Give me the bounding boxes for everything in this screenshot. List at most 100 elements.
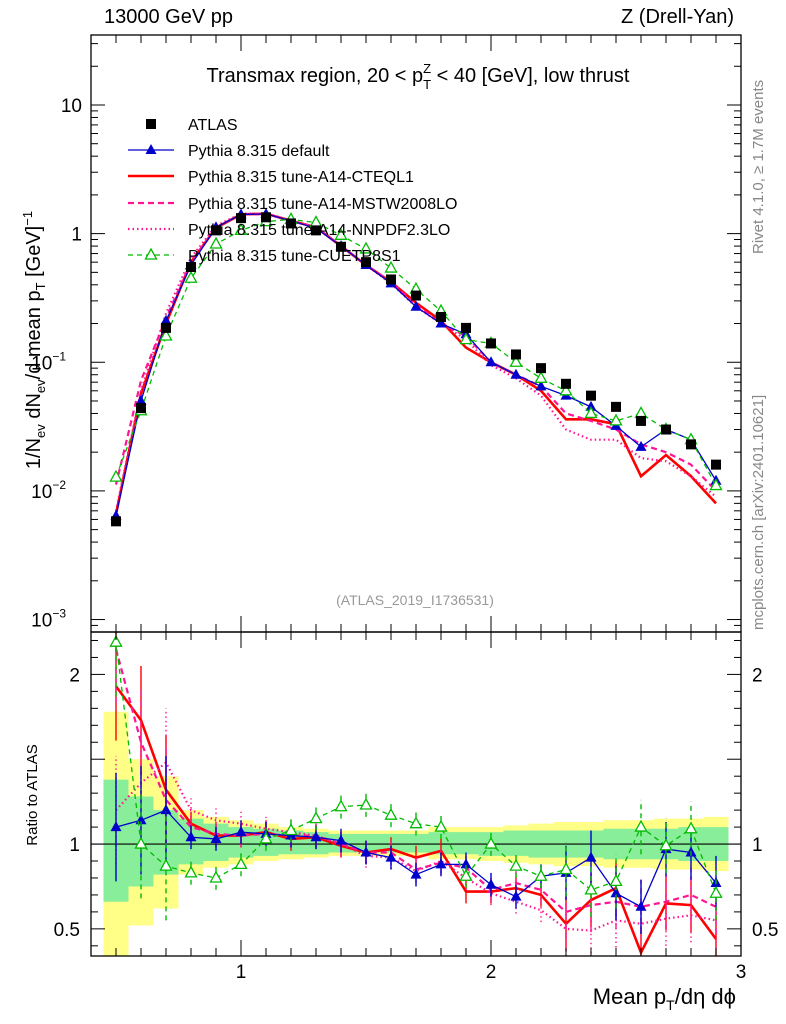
pythia-8-315-default-ratio-marker [360,846,372,857]
y-axis-label-ratio: Ratio to ATLAS [24,744,41,845]
pythia-8-315-tune-cuetp8s1-ratio-marker [584,882,598,895]
legend-item-atlas: ATLAS [146,117,238,134]
pythia-8-315-tune-cuetp8s1-ratio-marker [534,868,548,881]
pythia-8-315-default-marker [160,314,172,325]
legend-label: Pythia 8.315 tune-CUETP8S1 [188,248,401,265]
x-axis-label: Mean pT/dη dϕ [593,984,736,1013]
pythia-8-315-tune-cuetp8s1-marker [159,328,173,341]
pythia-8-315-default-ratio-marker [610,887,622,898]
pythia-8-315-tune-cuetp8s1-marker [509,354,523,367]
ratio-tick-label-right: 2 [752,665,763,686]
legend-marker [145,144,157,154]
pythia-8-315-default-marker [535,380,547,391]
pythia-8-315-tune-cuetp8s1-ratio-marker [684,821,698,834]
legend: ATLAS Pythia 8.315 default Pythia 8.315 tu… [128,117,457,265]
atlas-point [611,401,621,412]
atlas-point [536,363,546,374]
analysis-id: (ATLAS_2019_I1736531) [336,592,494,608]
ratio-tick-label-right: 0.5 [752,920,778,941]
pythia-8-315-default-ratio-marker [210,832,222,843]
ratio-band-inner [103,779,729,902]
pythia-8-315-default-ratio-marker [185,831,197,842]
atlas-point [436,311,446,322]
pythia-8-315-tune-cuetp8s1-ratio-marker [609,874,623,887]
pythia-8-315-tune-cuetp8s1-marker [359,241,373,254]
pythia-8-315-tune-cuetp8s1-ratio-marker [134,836,148,849]
legend-label: Pythia 8.315 tune-A14-NNPDF2.3LO [188,222,450,239]
pythia-8-315-tune-cuetp8s1-ratio-marker [459,868,473,881]
atlas-point [236,213,246,224]
y-tick-label: 10 [61,96,82,117]
axes-layer: 10 1 10−1 10−2 10−3 2 2 1 1 0.5 0.5 1 2 3 [31,34,778,983]
pythia-8-315-tune-cuetp8s1-ratio-marker [384,807,398,820]
pythia-8-315-tune-cuetp8s1-ratio-marker [634,819,648,832]
main-panel-series [109,208,723,527]
ratio-tick-label-right: 1 [752,835,763,856]
atlas-point [486,338,496,349]
pythia-8-315-default-ratio-marker [485,878,497,889]
pythia-8-315-tune-cuetp8s1-ratio-marker [559,862,573,875]
pythia-8-315-tune-cuetp8s1-ratio-marker [334,799,348,812]
pythia-8-315-tune-cuetp8s1-marker [209,236,223,249]
x-tick-label: 3 [736,962,747,983]
legend-item-pythia-8-315-default: Pythia 8.315 default [128,143,330,160]
legend-item-pythia-8-315-tune-cuetp8s1: Pythia 8.315 tune-CUETP8S1 [128,247,401,265]
ratio-tick-label-left: 1 [69,835,80,856]
pythia-8-315-default-ratio-marker [410,868,422,879]
atlas-point [386,274,396,285]
atlas-point [336,241,346,252]
y-tick-label: 1 [71,225,82,246]
chart-title: Transmax region, 20 < pZ T < 40 [GeV], lo… [207,61,630,92]
series-layer [109,208,723,956]
atlas-point [186,262,196,273]
header-right: Z (Drell-Yan) [621,6,734,28]
pythia-8-315-default-ratio-marker [385,851,397,862]
atlas-point [661,424,671,435]
x-tick-label: 1 [236,962,247,983]
legend-item-pythia-8-315-tune-a14-nnpdf2-3lo: Pythia 8.315 tune-A14-NNPDF2.3LO [128,222,450,239]
pythia-8-315-tune-cuetp8s1-marker [584,406,598,419]
pythia-8-315-default-marker [585,400,597,411]
pythia-8-315-tune-cuetp8s1-ratio-marker [184,865,198,878]
legend-marker [146,119,156,129]
pythia-8-315-tune-cuetp8s1-marker [459,332,473,345]
pythia-8-315-default-marker [410,300,422,311]
y-tick-label: 10−3 [31,607,66,632]
atlas-point [586,390,596,401]
pythia-8-315-tune-cuetp8s1-ratio-marker [509,858,523,871]
legend-item-pythia-8-315-tune-a14-cteql1: Pythia 8.315 tune-A14-CTEQL1 [128,169,414,186]
y-tick-label: 10−1 [31,349,66,374]
atlas-point [136,403,146,414]
pythia-8-315-tune-cuetp8s1-ratio-marker [659,838,673,851]
x-tick-label: 2 [486,962,497,983]
pythia-8-315-tune-cuetp8s1-ratio-marker [209,870,223,883]
atlas-point [686,439,696,450]
pythia-8-315-tune-cuetp8s1-marker [534,370,548,383]
pythia-8-315-tune-cuetp8s1-marker [709,478,723,491]
pythia-8-315-tune-cuetp8s1-ratio-marker [159,858,173,871]
pythia-8-315-default-marker [135,394,147,405]
atlas-point [511,349,521,360]
pythia-8-315-tune-cuetp8s1-ratio-marker [484,836,498,849]
pythia-8-315-tune-cuetp8s1-ratio-marker [234,857,248,870]
pythia-8-315-default-ratio-marker [160,804,172,815]
y-tick-label: 10−2 [31,478,66,503]
legend-label: Pythia 8.315 tune-A14-MSTW2008LO [188,196,457,213]
pythia-8-315-default-marker [510,368,522,379]
pythia-8-315-tune-cuetp8s1-marker [384,260,398,273]
legend-label: ATLAS [188,117,238,134]
y-axis-label-main: 1/Nev dNev/d mean pT [GeV]−1 [20,211,48,469]
svg-text:Ratio to ATLAS: Ratio to ATLAS [24,744,41,845]
pythia-8-315-tune-cuetp8s1-marker [609,413,623,426]
pythia-8-315-default-ratio-marker [310,831,322,842]
atlas-point [311,225,321,236]
atlas-point [261,212,271,223]
pythia-8-315-tune-cuetp8s1-ratio-marker [109,634,123,647]
pythia-8-315-default-ratio-marker [110,821,122,832]
pythia-8-315-tune-cuetp8s1-marker [184,270,198,283]
svg-text:1/Nev dNev/d mean pT [GeV]−1: 1/Nev dNev/d mean pT [GeV]−1 [20,211,48,469]
pythia-8-315-default-ratio-marker [635,900,647,911]
pythia-8-315-tune-cuetp8s1-ratio-marker [284,823,298,836]
header-left: 13000 GeV pp [104,6,233,28]
